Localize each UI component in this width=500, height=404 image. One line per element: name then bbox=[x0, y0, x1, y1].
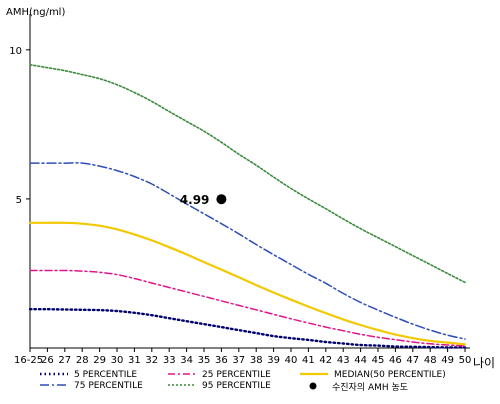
x-tick-label-27: 27 bbox=[58, 355, 71, 366]
legend-label-1: 5 PERCENTILE bbox=[74, 370, 137, 380]
y-axis-title: AMH(ng/ml) bbox=[6, 7, 65, 18]
x-tick-label-28: 28 bbox=[76, 355, 89, 366]
patient-amh-value-label: 4.99 bbox=[180, 193, 210, 207]
x-tick-label-31: 31 bbox=[128, 355, 141, 366]
series-line-1 bbox=[28, 307, 467, 349]
y-tick-label-10: 10 bbox=[9, 46, 22, 57]
series-line-3 bbox=[28, 221, 467, 346]
series-line-2 bbox=[29, 269, 466, 347]
x-tick-label-33: 33 bbox=[163, 355, 176, 366]
series-line-5 bbox=[29, 63, 466, 284]
patient-point-layer: 4.99 bbox=[180, 193, 227, 207]
x-tick-label-43: 43 bbox=[337, 355, 350, 366]
x-tick-label-38: 38 bbox=[250, 355, 263, 366]
x-tick-label-49: 49 bbox=[441, 355, 454, 366]
x-tick-label-36: 36 bbox=[215, 355, 228, 366]
x-tick-label-29: 29 bbox=[93, 355, 106, 366]
legend-label-patient: 수진자의 AMH 농도 bbox=[332, 382, 408, 393]
y-tick-label-5: 5 bbox=[16, 195, 22, 206]
x-tick-label-47: 47 bbox=[406, 355, 419, 366]
x-axis-title: 나이 bbox=[473, 356, 495, 370]
x-tick-label-46: 46 bbox=[389, 355, 402, 366]
series-layer bbox=[28, 63, 467, 349]
legend-label-4: 75 PERCENTILE bbox=[74, 381, 143, 391]
x-tick-label-34: 34 bbox=[180, 355, 193, 366]
legend-label-2: 25 PERCENTILE bbox=[202, 370, 271, 380]
x-tick-label-16-25: 16-25 bbox=[14, 355, 43, 366]
x-tick-label-30: 30 bbox=[111, 355, 124, 366]
x-tick-label-26: 26 bbox=[41, 355, 54, 366]
x-tick-label-32: 32 bbox=[145, 355, 158, 366]
x-tick-label-42: 42 bbox=[319, 355, 332, 366]
legend-label-3: MEDIAN(50 PERCENTILE) bbox=[334, 370, 446, 380]
x-tick-label-39: 39 bbox=[267, 355, 280, 366]
series-line-4 bbox=[29, 162, 466, 340]
x-tick-label-40: 40 bbox=[285, 355, 298, 366]
legend-label-5: 95 PERCENTILE bbox=[202, 381, 271, 391]
x-tick-label-48: 48 bbox=[424, 355, 437, 366]
x-tick-label-35: 35 bbox=[198, 355, 211, 366]
x-tick-label-41: 41 bbox=[302, 355, 315, 366]
x-tick-label-50: 50 bbox=[459, 355, 472, 366]
x-tick-label-37: 37 bbox=[232, 355, 245, 366]
legend: 5 PERCENTILE 25 PERCENTILE MEDIAN(50 PERCE… bbox=[40, 370, 446, 393]
x-tick-label-44: 44 bbox=[354, 355, 367, 366]
legend-patient-marker bbox=[309, 382, 317, 390]
patient-amh-point bbox=[216, 194, 227, 205]
x-tick-label-45: 45 bbox=[372, 355, 385, 366]
